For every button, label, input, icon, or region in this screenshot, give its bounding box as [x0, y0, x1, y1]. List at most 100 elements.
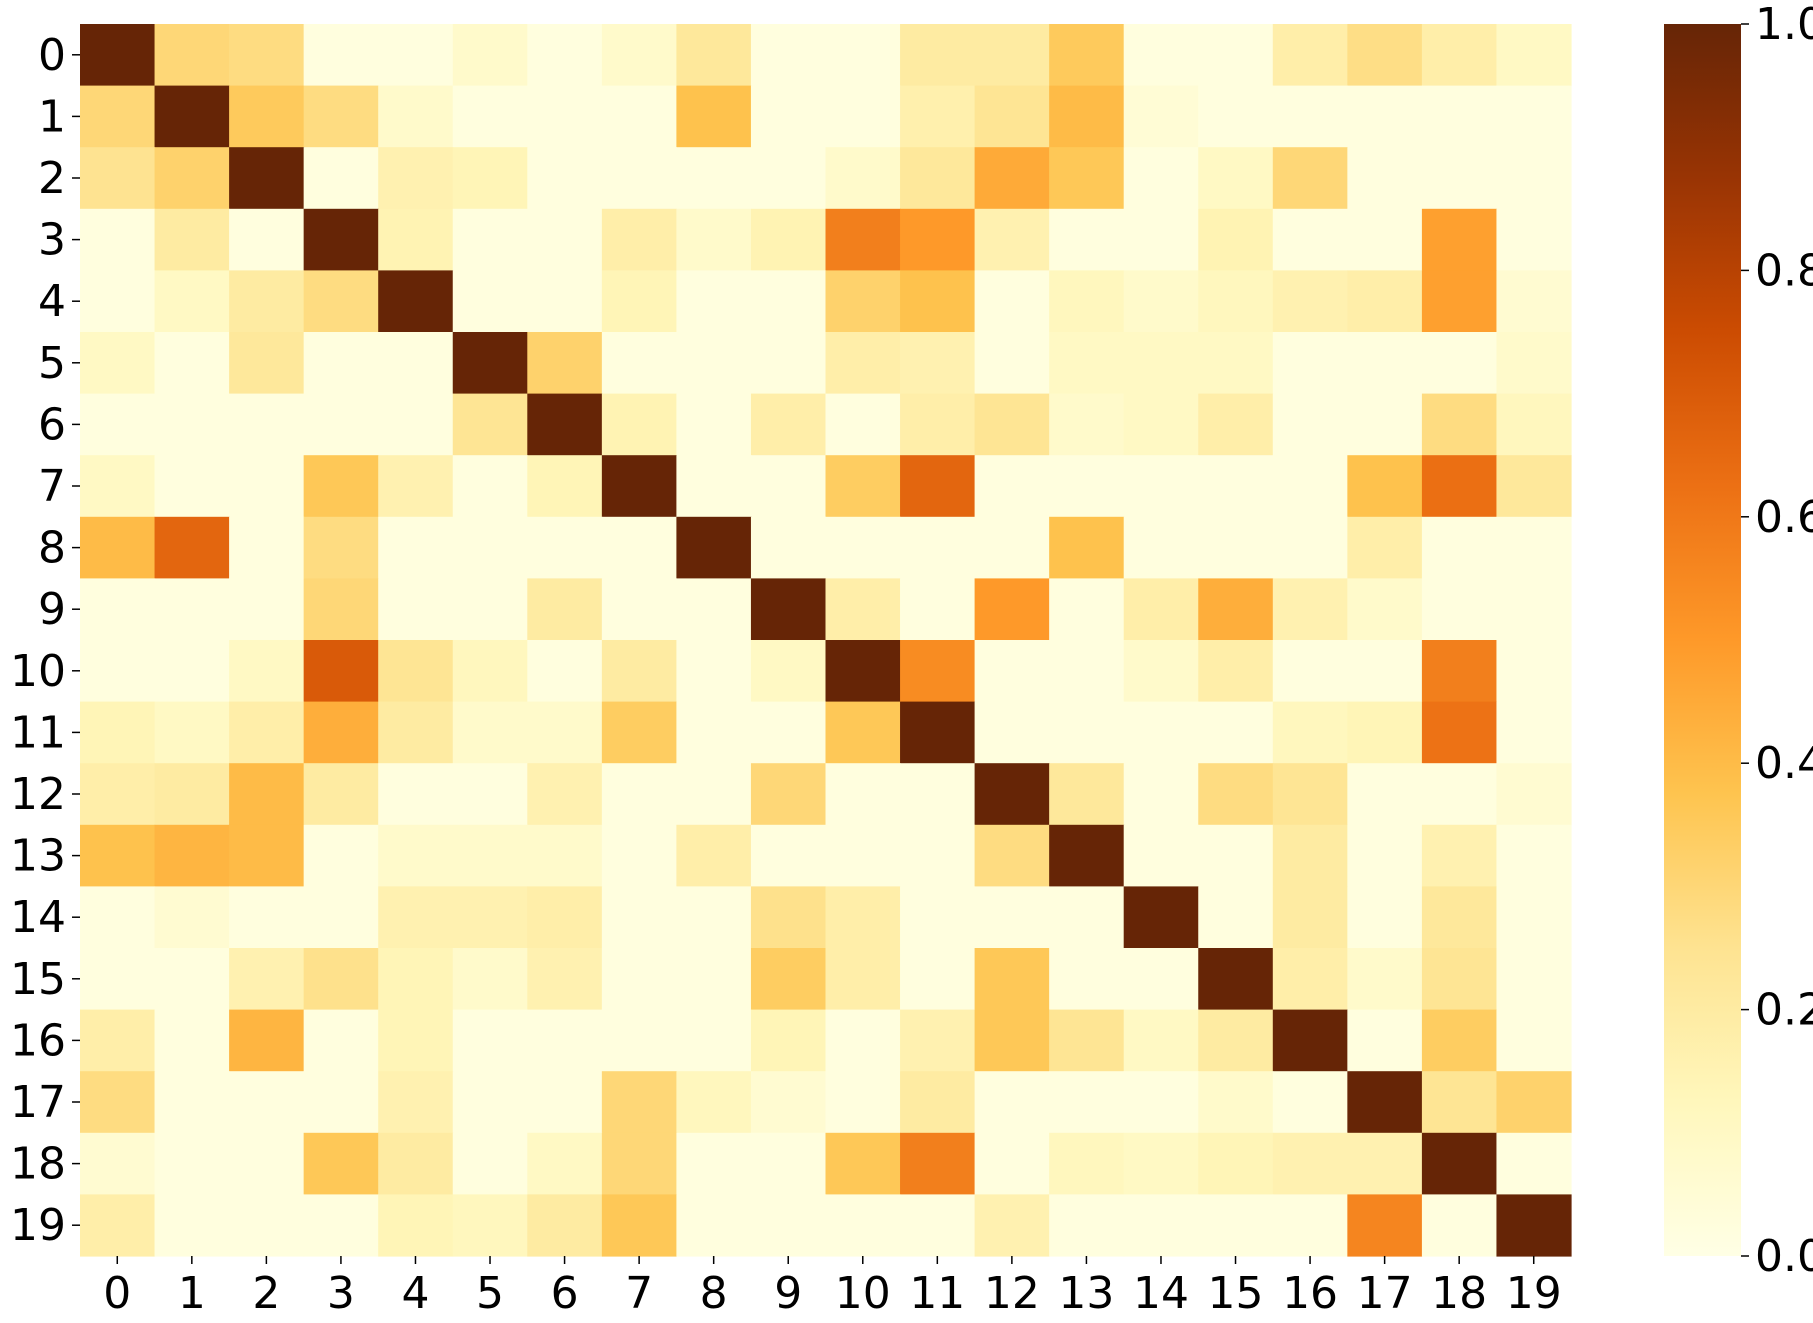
heatmap-cell-r4-c7 [601, 270, 677, 333]
heatmap-cell-r2-c17 [1347, 147, 1423, 210]
heatmap-cell-r18-c6 [527, 1132, 603, 1195]
heatmap-cell-r7-c6 [527, 455, 603, 518]
heatmap-cell-r3-c5 [452, 208, 528, 271]
heatmap-cell-r0-c0 [80, 24, 156, 87]
heatmap-cell-r14-c19 [1496, 886, 1572, 949]
heatmap-cell-r14-c13 [1049, 886, 1125, 949]
heatmap-cell-r4-c15 [1198, 270, 1274, 333]
heatmap-cell-r12-c12 [974, 763, 1050, 826]
heatmap-cell-r1-c5 [452, 85, 528, 148]
heatmap-cell-r13-c10 [825, 824, 901, 887]
heatmap-cell-r3-c3 [303, 208, 379, 271]
heatmap-cell-r5-c5 [452, 332, 528, 395]
heatmap-cell-r16-c15 [1198, 1009, 1274, 1072]
x-tick-label: 5 [476, 1268, 504, 1319]
heatmap-cell-r2-c14 [1123, 147, 1199, 210]
heatmap-cell-r8-c13 [1049, 516, 1125, 579]
heatmap-cell-r11-c16 [1272, 701, 1348, 764]
heatmap-cell-r3-c18 [1421, 208, 1498, 271]
heatmap-cell-r10-c18 [1421, 640, 1498, 703]
y-tick-label: 4 [38, 276, 66, 327]
heatmap-cell-r15-c6 [527, 948, 603, 1011]
heatmap-cell-r5-c14 [1123, 332, 1199, 395]
heatmap-cell-r13-c18 [1421, 824, 1498, 887]
heatmap-cell-r16-c1 [154, 1009, 230, 1072]
y-tick-label: 3 [38, 215, 66, 266]
heatmap-cell-r14-c8 [676, 886, 752, 949]
heatmap-cell-r0-c5 [452, 24, 528, 87]
heatmap-cell-r17-c0 [80, 1071, 156, 1134]
heatmap-cell-r1-c16 [1272, 85, 1348, 148]
heatmap-cell-r2-c5 [452, 147, 528, 210]
heatmap-cell-r0-c17 [1347, 24, 1423, 87]
heatmap-cell-r6-c9 [750, 393, 827, 456]
y-tick-label: 0 [38, 30, 66, 81]
heatmap-cell-r18-c16 [1272, 1132, 1348, 1195]
heatmap-cell-r9-c13 [1049, 578, 1125, 641]
heatmap-cell-r9-c19 [1496, 578, 1572, 641]
heatmap-cell-r8-c5 [452, 516, 528, 579]
heatmap-cell-r7-c18 [1421, 455, 1498, 518]
heatmap-cell-r0-c2 [229, 24, 305, 87]
heatmap-cell-r1-c10 [825, 85, 901, 148]
heatmap-cell-r13-c11 [900, 824, 976, 887]
heatmap-cell-r2-c11 [900, 147, 976, 210]
heatmap-cell-r11-c17 [1347, 701, 1423, 764]
heatmap-cell-r0-c6 [527, 24, 603, 87]
heatmap-cell-r1-c12 [974, 85, 1050, 148]
heatmap-cell-r8-c19 [1496, 516, 1572, 579]
heatmap-cell-r14-c15 [1198, 886, 1274, 949]
heatmap-cell-r13-c14 [1123, 824, 1199, 887]
heatmap-cell-r13-c4 [378, 824, 454, 887]
heatmap-cell-r9-c14 [1123, 578, 1199, 641]
heatmap-cell-r2-c13 [1049, 147, 1125, 210]
heatmap-cell-r11-c6 [527, 701, 603, 764]
heatmap-cell-r15-c10 [825, 948, 901, 1011]
heatmap-cell-r14-c7 [601, 886, 677, 949]
heatmap-cell-r0-c8 [676, 24, 752, 87]
heatmap-cell-r18-c3 [303, 1132, 379, 1195]
heatmap-cell-r11-c15 [1198, 701, 1274, 764]
heatmap-cell-r10-c12 [974, 640, 1050, 703]
heatmap-cell-r18-c8 [676, 1132, 752, 1195]
heatmap-cell-r17-c12 [974, 1071, 1050, 1134]
heatmap-cell-r14-c5 [452, 886, 528, 949]
heatmap-cell-r16-c6 [527, 1009, 603, 1072]
heatmap-cell-r16-c11 [900, 1009, 976, 1072]
heatmap-cell-r3-c1 [154, 208, 230, 271]
heatmap-cell-r10-c17 [1347, 640, 1423, 703]
heatmap-cell-r6-c12 [974, 393, 1050, 456]
heatmap-cell-r2-c1 [154, 147, 230, 210]
heatmap-cell-r11-c0 [80, 701, 156, 764]
heatmap-cell-r15-c16 [1272, 948, 1348, 1011]
heatmap-cell-r4-c19 [1496, 270, 1572, 333]
heatmap-cell-r10-c8 [676, 640, 752, 703]
heatmap-cell-r4-c13 [1049, 270, 1125, 333]
heatmap-cell-r17-c11 [900, 1071, 976, 1134]
heatmap-cell-r17-c8 [676, 1071, 752, 1134]
heatmap-cell-r9-c8 [676, 578, 752, 641]
heatmap-cell-r13-c15 [1198, 824, 1274, 887]
heatmap-cell-r18-c12 [974, 1132, 1050, 1195]
heatmap-cell-r0-c19 [1496, 24, 1572, 87]
heatmap-cell-r9-c12 [974, 578, 1050, 641]
heatmap-cell-r16-c4 [378, 1009, 454, 1072]
heatmap-cell-r17-c3 [303, 1071, 379, 1134]
heatmap-cell-r15-c2 [229, 948, 305, 1011]
heatmap-cell-r3-c7 [601, 208, 677, 271]
heatmap-cell-r0-c13 [1049, 24, 1125, 87]
heatmap-cell-r6-c6 [527, 393, 603, 456]
heatmap-cell-r2-c12 [974, 147, 1050, 210]
heatmap-cell-r12-c6 [527, 763, 603, 826]
heatmap-cell-r8-c0 [80, 516, 156, 579]
heatmap-cell-r19-c15 [1198, 1194, 1274, 1257]
heatmap-cell-r4-c8 [676, 270, 752, 333]
heatmap-cell-r5-c18 [1421, 332, 1498, 395]
heatmap-cell-r6-c18 [1421, 393, 1498, 456]
y-tick-label: 15 [10, 954, 66, 1005]
heatmap-cell-r13-c3 [303, 824, 379, 887]
heatmap-cell-r7-c0 [80, 455, 156, 518]
heatmap-cell-r14-c1 [154, 886, 230, 949]
heatmap-cell-r6-c19 [1496, 393, 1572, 456]
